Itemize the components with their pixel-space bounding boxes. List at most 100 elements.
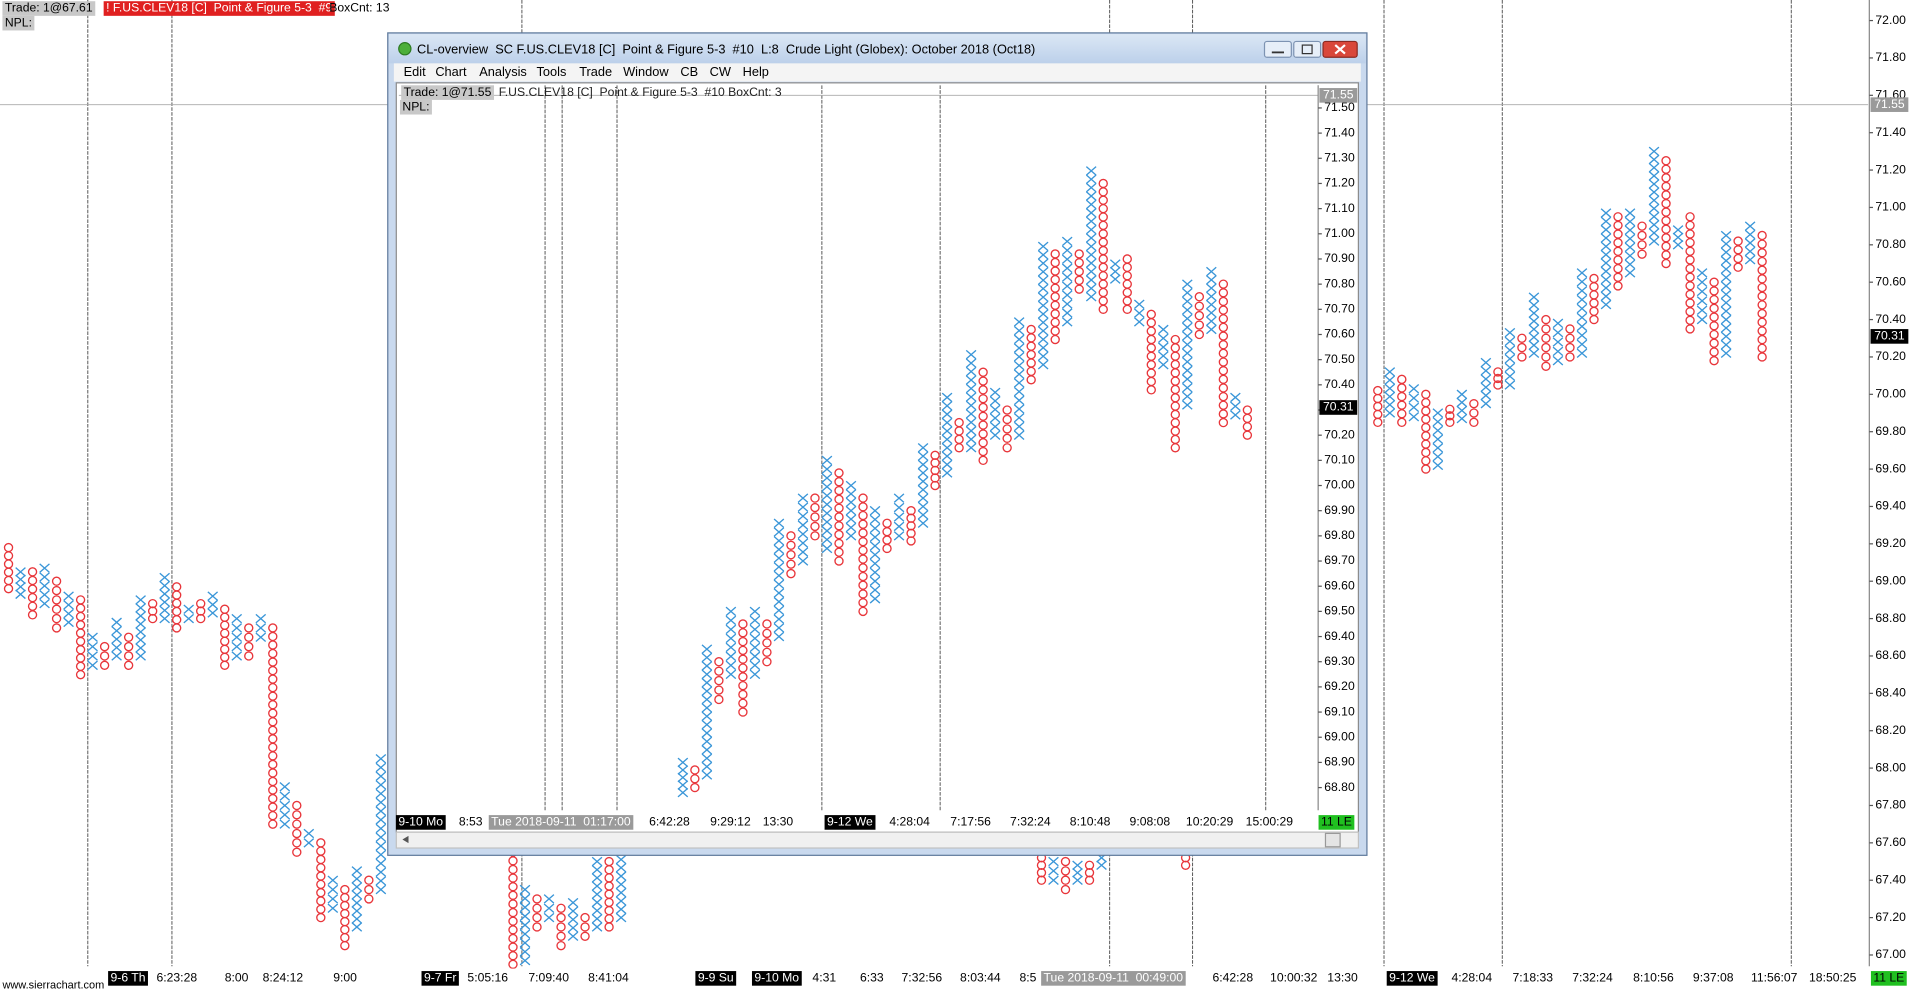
o-box (1637, 230, 1647, 241)
menu-item[interactable]: Edit (404, 64, 426, 79)
o-box (268, 717, 278, 727)
restore-button[interactable] (1293, 40, 1322, 58)
o-column (1493, 367, 1503, 390)
menu-item[interactable]: Chart (435, 64, 467, 79)
o-box (834, 485, 844, 496)
x-box (1720, 230, 1732, 241)
x-tick-label: 8:00 (225, 971, 249, 985)
x-box (701, 677, 713, 688)
x-column (917, 442, 929, 529)
y-tick-label: 69.00 (1324, 729, 1355, 743)
x-column (111, 617, 122, 661)
o-box (1709, 286, 1719, 296)
x-box (1408, 402, 1420, 413)
o-box (954, 443, 964, 453)
o-box (1445, 404, 1455, 414)
x-box (965, 383, 977, 394)
y-tick-label: 69.00 (1875, 573, 1906, 587)
x-box (1157, 333, 1169, 344)
o-box (1685, 281, 1695, 291)
x-box (87, 641, 98, 652)
o-box (858, 493, 868, 503)
menu-item[interactable]: Trade (579, 64, 612, 79)
x-box (375, 858, 387, 869)
x-column (303, 828, 315, 848)
x-box (1037, 326, 1049, 336)
o-box (220, 628, 230, 638)
o-box (268, 785, 278, 795)
o-box (244, 641, 254, 652)
x-column (1648, 146, 1660, 246)
x-box (917, 493, 929, 503)
o-box (1661, 198, 1671, 209)
x-column (1720, 230, 1732, 358)
o-box (1493, 380, 1503, 390)
x-box (965, 426, 977, 436)
o-box (171, 590, 182, 600)
o-box (1757, 291, 1767, 301)
o-box (738, 619, 748, 629)
x-box (1037, 292, 1049, 302)
menu-item[interactable]: Window (623, 64, 669, 79)
x-tick-label: 11 LE (1321, 815, 1352, 829)
x-box (1085, 275, 1097, 285)
x-box (773, 570, 785, 581)
x-column (797, 493, 809, 566)
o-box (834, 512, 844, 522)
x-box (1133, 308, 1145, 318)
menu-item[interactable]: Help (743, 64, 769, 79)
o-box (1709, 294, 1719, 305)
o-box (220, 612, 230, 622)
o-box (1397, 409, 1407, 419)
o-box (1194, 329, 1205, 340)
o-box (690, 765, 700, 775)
x-box (1181, 382, 1193, 393)
x-box (519, 938, 531, 948)
x-column (567, 897, 579, 942)
menu-item[interactable]: Analysis (479, 64, 527, 79)
x-box (255, 613, 267, 624)
x-box (1648, 187, 1660, 197)
x-box (1061, 263, 1073, 273)
minimize-button[interactable] (1263, 40, 1292, 58)
menu-item[interactable]: Tools (537, 64, 567, 79)
o-column (714, 657, 724, 705)
x-column (1744, 221, 1756, 265)
o-box (508, 916, 518, 926)
x-box (1696, 296, 1708, 306)
o-box (978, 393, 988, 404)
o-box (762, 628, 772, 639)
x-box (1085, 233, 1097, 243)
scroll-thumb[interactable] (1324, 832, 1341, 848)
x-tick-label-background (751, 971, 802, 986)
o-box (1757, 334, 1767, 345)
x-box (773, 553, 785, 563)
x-box (327, 875, 339, 885)
o-box (1050, 334, 1060, 345)
x-box (845, 531, 857, 541)
o-box (1036, 875, 1047, 885)
o-column (1421, 389, 1431, 474)
o-box (1685, 298, 1695, 308)
o-box (268, 700, 278, 710)
x-box (351, 882, 363, 892)
x-box (1037, 258, 1049, 269)
x-box (1037, 266, 1049, 277)
x-box (1672, 232, 1684, 243)
x-box (135, 619, 146, 629)
x-box (965, 442, 977, 453)
x-box (207, 608, 219, 618)
o-box (316, 838, 326, 848)
o-box (1709, 312, 1719, 322)
scroll-left[interactable] (402, 835, 409, 844)
x-box (1048, 875, 1059, 885)
x-box (941, 409, 953, 419)
o-column (1060, 856, 1071, 895)
o-box (1421, 389, 1431, 400)
menu-item[interactable]: CB (680, 64, 698, 79)
x-box (1552, 318, 1564, 329)
x-box (135, 643, 146, 653)
x-box (1576, 285, 1588, 296)
o-box (1661, 173, 1671, 183)
menu-item[interactable]: CW (710, 64, 732, 79)
